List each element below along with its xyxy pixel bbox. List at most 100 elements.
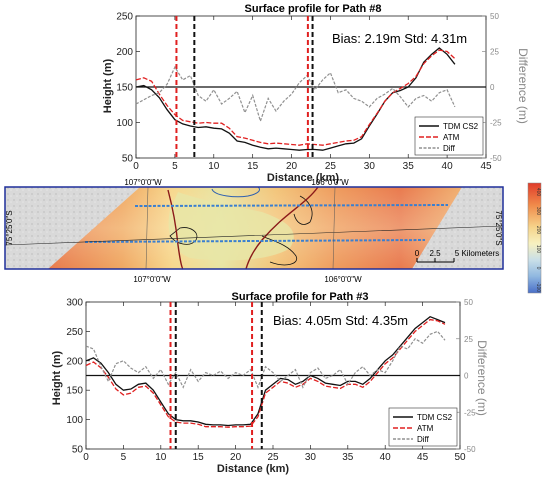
y2-tick-label: 25 [490, 48, 499, 57]
colorbar-ramp [527, 182, 542, 294]
legend: TDM CS2 ATM Diff [414, 116, 484, 156]
legend-entry: Diff [443, 144, 456, 153]
y-tick-label: 300 [66, 298, 83, 309]
y2-tick-label: 0 [464, 372, 469, 381]
track-path-3 [84, 239, 426, 243]
chart-title: Surface profile for Path #3 [232, 291, 369, 303]
x-tick-label: 0 [83, 452, 89, 463]
top-longitude-label: 107°0'0"W [124, 178, 162, 187]
top-longitude-label: 106°0'0"W [311, 178, 349, 187]
x-tick-label: 45 [417, 452, 429, 463]
x-tick-label: 25 [267, 452, 279, 463]
track-path-8 [134, 204, 449, 207]
x-tick-label: 20 [286, 161, 298, 172]
y-tick-label: 250 [116, 12, 133, 23]
longitude-gridline [332, 186, 336, 270]
x-tick-label: 15 [247, 161, 259, 172]
y-tick-label: 100 [66, 415, 83, 426]
legend-entry: ATM [417, 424, 434, 433]
y2-tick-label: -25 [490, 119, 502, 128]
scale-label: 2.5 [429, 249, 441, 258]
left-latitude-label: 75°25'0"S [5, 210, 14, 245]
x-tick-label: 25 [325, 161, 337, 172]
y-tick-label: 200 [66, 356, 83, 367]
series-diff [85, 330, 446, 389]
colorbar-tick-label: 100 [535, 245, 541, 254]
y2-tick-label: -25 [464, 408, 476, 417]
scale-bar: 0 2.5 5 Kilometers [415, 249, 499, 263]
x-tick-label: 20 [230, 452, 242, 463]
y2-tick-label: -50 [490, 154, 502, 163]
right-latitude-label: 75°25'0"S [494, 210, 503, 245]
colorbar-tick-label: 0 [535, 267, 541, 270]
x-tick-label: 40 [442, 161, 454, 172]
y2-tick-label: 25 [464, 335, 473, 344]
x-tick-label: 10 [208, 161, 220, 172]
bias-std-annotation: Bias: 4.05m Std: 4.35m [273, 313, 408, 328]
x-tick-label: 15 [193, 452, 205, 463]
contour-line [261, 235, 298, 266]
x-tick-label: 40 [380, 452, 392, 463]
grounding-line [167, 189, 184, 270]
legend-entry: TDM CS2 [417, 413, 453, 422]
series-diff [135, 65, 456, 124]
y2-tick-label: -50 [464, 445, 476, 454]
x-tick-label: 0 [133, 161, 139, 172]
x-axis-label: Distance (km) [217, 463, 289, 475]
series-tdm-cs2 [135, 47, 456, 151]
y-tick-label: 100 [116, 118, 133, 129]
legend-entry: Diff [417, 435, 430, 444]
x-tick-label: 35 [342, 452, 354, 463]
glacier-trough [168, 192, 294, 261]
y-tick-label: 200 [116, 47, 133, 58]
chart-path-3: Surface profile for Path #3 0 5 10 15 20 25 30… [51, 291, 489, 475]
y2-axis-label: Difference (m) [475, 340, 489, 416]
scale-label: 5 Kilometers [455, 249, 499, 258]
x-tick-label: 50 [454, 452, 466, 463]
series-atm [135, 49, 456, 146]
colorbar-tick-label: 300 [535, 207, 541, 216]
x-axis-label: Distance (km) [267, 172, 339, 184]
scale-label: 0 [415, 249, 420, 258]
colorbar-tick-label: -100 [535, 282, 541, 292]
series-atm [85, 318, 446, 428]
plot-area [135, 16, 486, 158]
contour-line [293, 195, 313, 225]
colorbar: 400 300 200 100 0 -100 [527, 182, 542, 294]
y-tick-label: 150 [116, 83, 133, 94]
y-axis-label: Height (m) [102, 58, 114, 113]
colorbar-ticks: 400 300 200 100 0 -100 [535, 188, 541, 292]
y2-axis-label: Difference (m) [516, 48, 530, 124]
x-tick-label: 45 [480, 161, 492, 172]
x-tick-label: 5 [121, 452, 127, 463]
colorbar-tick-label: 400 [535, 188, 541, 197]
x-tick-label: 10 [155, 452, 167, 463]
colorbar-tick-label: 200 [535, 226, 541, 235]
series-tdm-cs2 [85, 315, 446, 427]
legend-entry: ATM [443, 133, 460, 142]
chart-title: Surface profile for Path #8 [245, 3, 382, 15]
longitude-gridline [145, 186, 149, 270]
map-frame [4, 186, 504, 270]
y-tick-label: 250 [66, 327, 83, 338]
bottom-longitude-label: 107°0'0"W [133, 275, 171, 284]
y2-tick-label: 0 [490, 83, 495, 92]
bias-std-annotation: Bias: 2.19m Std: 4.31m [332, 31, 467, 46]
y-tick-label: 50 [72, 445, 84, 456]
plot-area [85, 302, 460, 449]
x-tick-label: 30 [305, 452, 317, 463]
bottom-longitude-label: 106°0'0"W [324, 275, 362, 284]
legend-entry: TDM CS2 [443, 122, 479, 131]
x-tick-label: 30 [364, 161, 376, 172]
map-panel: 107°0'0"W 106°0'0"W 107°0'0"W 106°0'0"W … [4, 178, 504, 284]
chart-path-8: Surface profile for Path #8 0 5 10 15 20 25 30… [102, 3, 530, 184]
x-tick-label: 5 [172, 161, 178, 172]
x-tick-label: 35 [403, 161, 415, 172]
legend: TDM CS2 ATM Diff [388, 407, 458, 447]
grounding-line [245, 186, 319, 270]
contour-line [211, 186, 261, 198]
y2-tick-label: 50 [464, 298, 473, 307]
y-axis-label: Height (m) [51, 350, 63, 405]
latitude-gridline [4, 225, 504, 246]
